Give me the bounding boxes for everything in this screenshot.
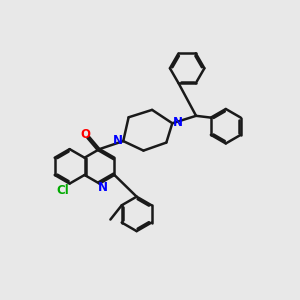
Text: N: N (172, 116, 183, 129)
Text: N: N (113, 134, 123, 147)
Text: N: N (98, 181, 108, 194)
Text: Cl: Cl (57, 184, 69, 196)
Text: O: O (80, 128, 90, 141)
